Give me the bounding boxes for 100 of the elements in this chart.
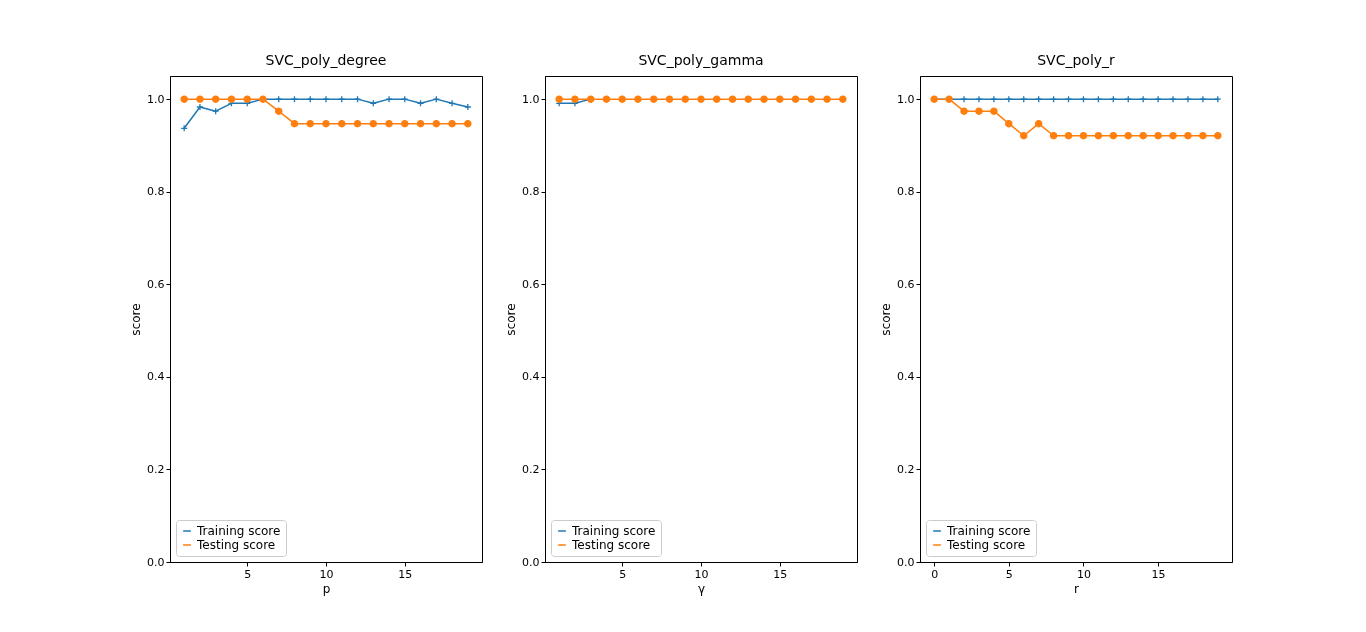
legend-label: Testing score <box>571 538 651 552</box>
point <box>401 95 409 103</box>
x-tick-label: 10 <box>1076 567 1091 581</box>
point <box>1124 95 1132 103</box>
y-tick-label: 0.8 <box>897 185 915 199</box>
point <box>1184 95 1192 103</box>
y-tick-label: 0.0 <box>522 555 540 569</box>
y-tick-label: 0.0 <box>897 555 915 569</box>
point <box>1169 95 1177 103</box>
y-tick-label: 0.6 <box>522 277 540 291</box>
point <box>432 119 441 128</box>
legend-label: Training score <box>196 524 281 538</box>
y-tick-label: 0.0 <box>147 555 165 569</box>
point <box>448 99 456 107</box>
point <box>1049 131 1058 140</box>
y-tick-label: 0.4 <box>897 370 915 384</box>
point <box>1184 131 1192 140</box>
point <box>464 119 472 128</box>
x-tick-label: 15 <box>773 567 788 581</box>
x-tick-label: 5 <box>619 567 627 581</box>
y-axis-title: score <box>504 303 519 336</box>
point <box>385 119 393 128</box>
point <box>1064 95 1073 103</box>
point <box>1139 131 1147 140</box>
y-tick-label: 0.8 <box>147 185 165 199</box>
point <box>1109 95 1117 103</box>
legend-label: Training score <box>571 524 656 538</box>
point <box>416 119 425 128</box>
point <box>306 95 314 103</box>
legend-label: Testing score <box>196 538 276 552</box>
point <box>960 95 968 103</box>
point <box>275 95 283 103</box>
point <box>369 119 378 128</box>
y-tick-label: 0.6 <box>897 277 915 291</box>
x-tick-label: 15 <box>1151 567 1166 581</box>
point <box>1139 95 1147 103</box>
y-tick-label: 0.4 <box>522 370 540 384</box>
point <box>290 95 299 103</box>
y-tick-label: 0.2 <box>897 462 915 476</box>
x-tick-label: 5 <box>1005 567 1013 581</box>
point <box>1064 131 1073 140</box>
point <box>385 95 393 103</box>
point <box>990 95 998 103</box>
point <box>1199 95 1207 103</box>
x-tick-label: 10 <box>319 567 334 581</box>
y-tick-label: 0.2 <box>147 462 165 476</box>
point <box>448 119 456 128</box>
point <box>1079 95 1088 103</box>
x-tick-label: 10 <box>694 567 709 581</box>
chart-title: SVC_poly_degree <box>265 52 387 68</box>
point <box>1020 95 1028 103</box>
point <box>1094 95 1103 103</box>
point <box>290 119 299 128</box>
point <box>353 119 362 128</box>
point <box>975 95 983 103</box>
point <box>401 119 409 128</box>
y-tick-label: 1.0 <box>522 92 540 106</box>
point <box>338 95 346 103</box>
x-tick-label: 15 <box>398 567 413 581</box>
point <box>322 119 330 128</box>
x-axis-title: p <box>322 581 331 596</box>
point <box>1154 95 1162 103</box>
point <box>1035 95 1043 103</box>
point <box>196 95 204 103</box>
x-axis-title: γ <box>697 581 706 596</box>
point <box>1005 119 1013 128</box>
point <box>1094 131 1103 140</box>
point <box>196 103 204 111</box>
point <box>243 95 251 103</box>
chart-title: SVC_poly_r <box>1037 52 1116 68</box>
point <box>338 119 346 128</box>
x-tick-label: 5 <box>244 567 252 581</box>
y-tick-label: 1.0 <box>897 92 915 106</box>
point <box>353 95 362 103</box>
point <box>432 95 440 103</box>
x-tick-label: 0 <box>931 567 939 581</box>
y-tick-label: 0.8 <box>522 185 540 199</box>
point <box>1020 131 1028 140</box>
y-tick-label: 0.4 <box>147 370 165 384</box>
point <box>180 95 188 103</box>
point <box>1169 131 1177 140</box>
point <box>322 95 330 103</box>
point <box>1005 95 1013 103</box>
point <box>306 119 314 128</box>
chart-title: SVC_poly_gamma <box>638 52 764 68</box>
legend-label: Testing score <box>946 538 1026 552</box>
point <box>975 107 983 115</box>
y-tick-label: 1.0 <box>147 92 165 106</box>
y-tick-label: 0.6 <box>147 277 165 291</box>
point <box>1109 131 1118 140</box>
point <box>1124 131 1132 140</box>
point <box>990 107 998 115</box>
x-axis-title: r <box>1074 581 1080 596</box>
point <box>227 95 236 103</box>
point <box>1034 119 1043 128</box>
y-axis-title: score <box>129 303 144 336</box>
y-tick-label: 0.2 <box>522 462 540 476</box>
point <box>1154 131 1162 140</box>
point <box>1049 95 1058 103</box>
point <box>1079 131 1088 140</box>
